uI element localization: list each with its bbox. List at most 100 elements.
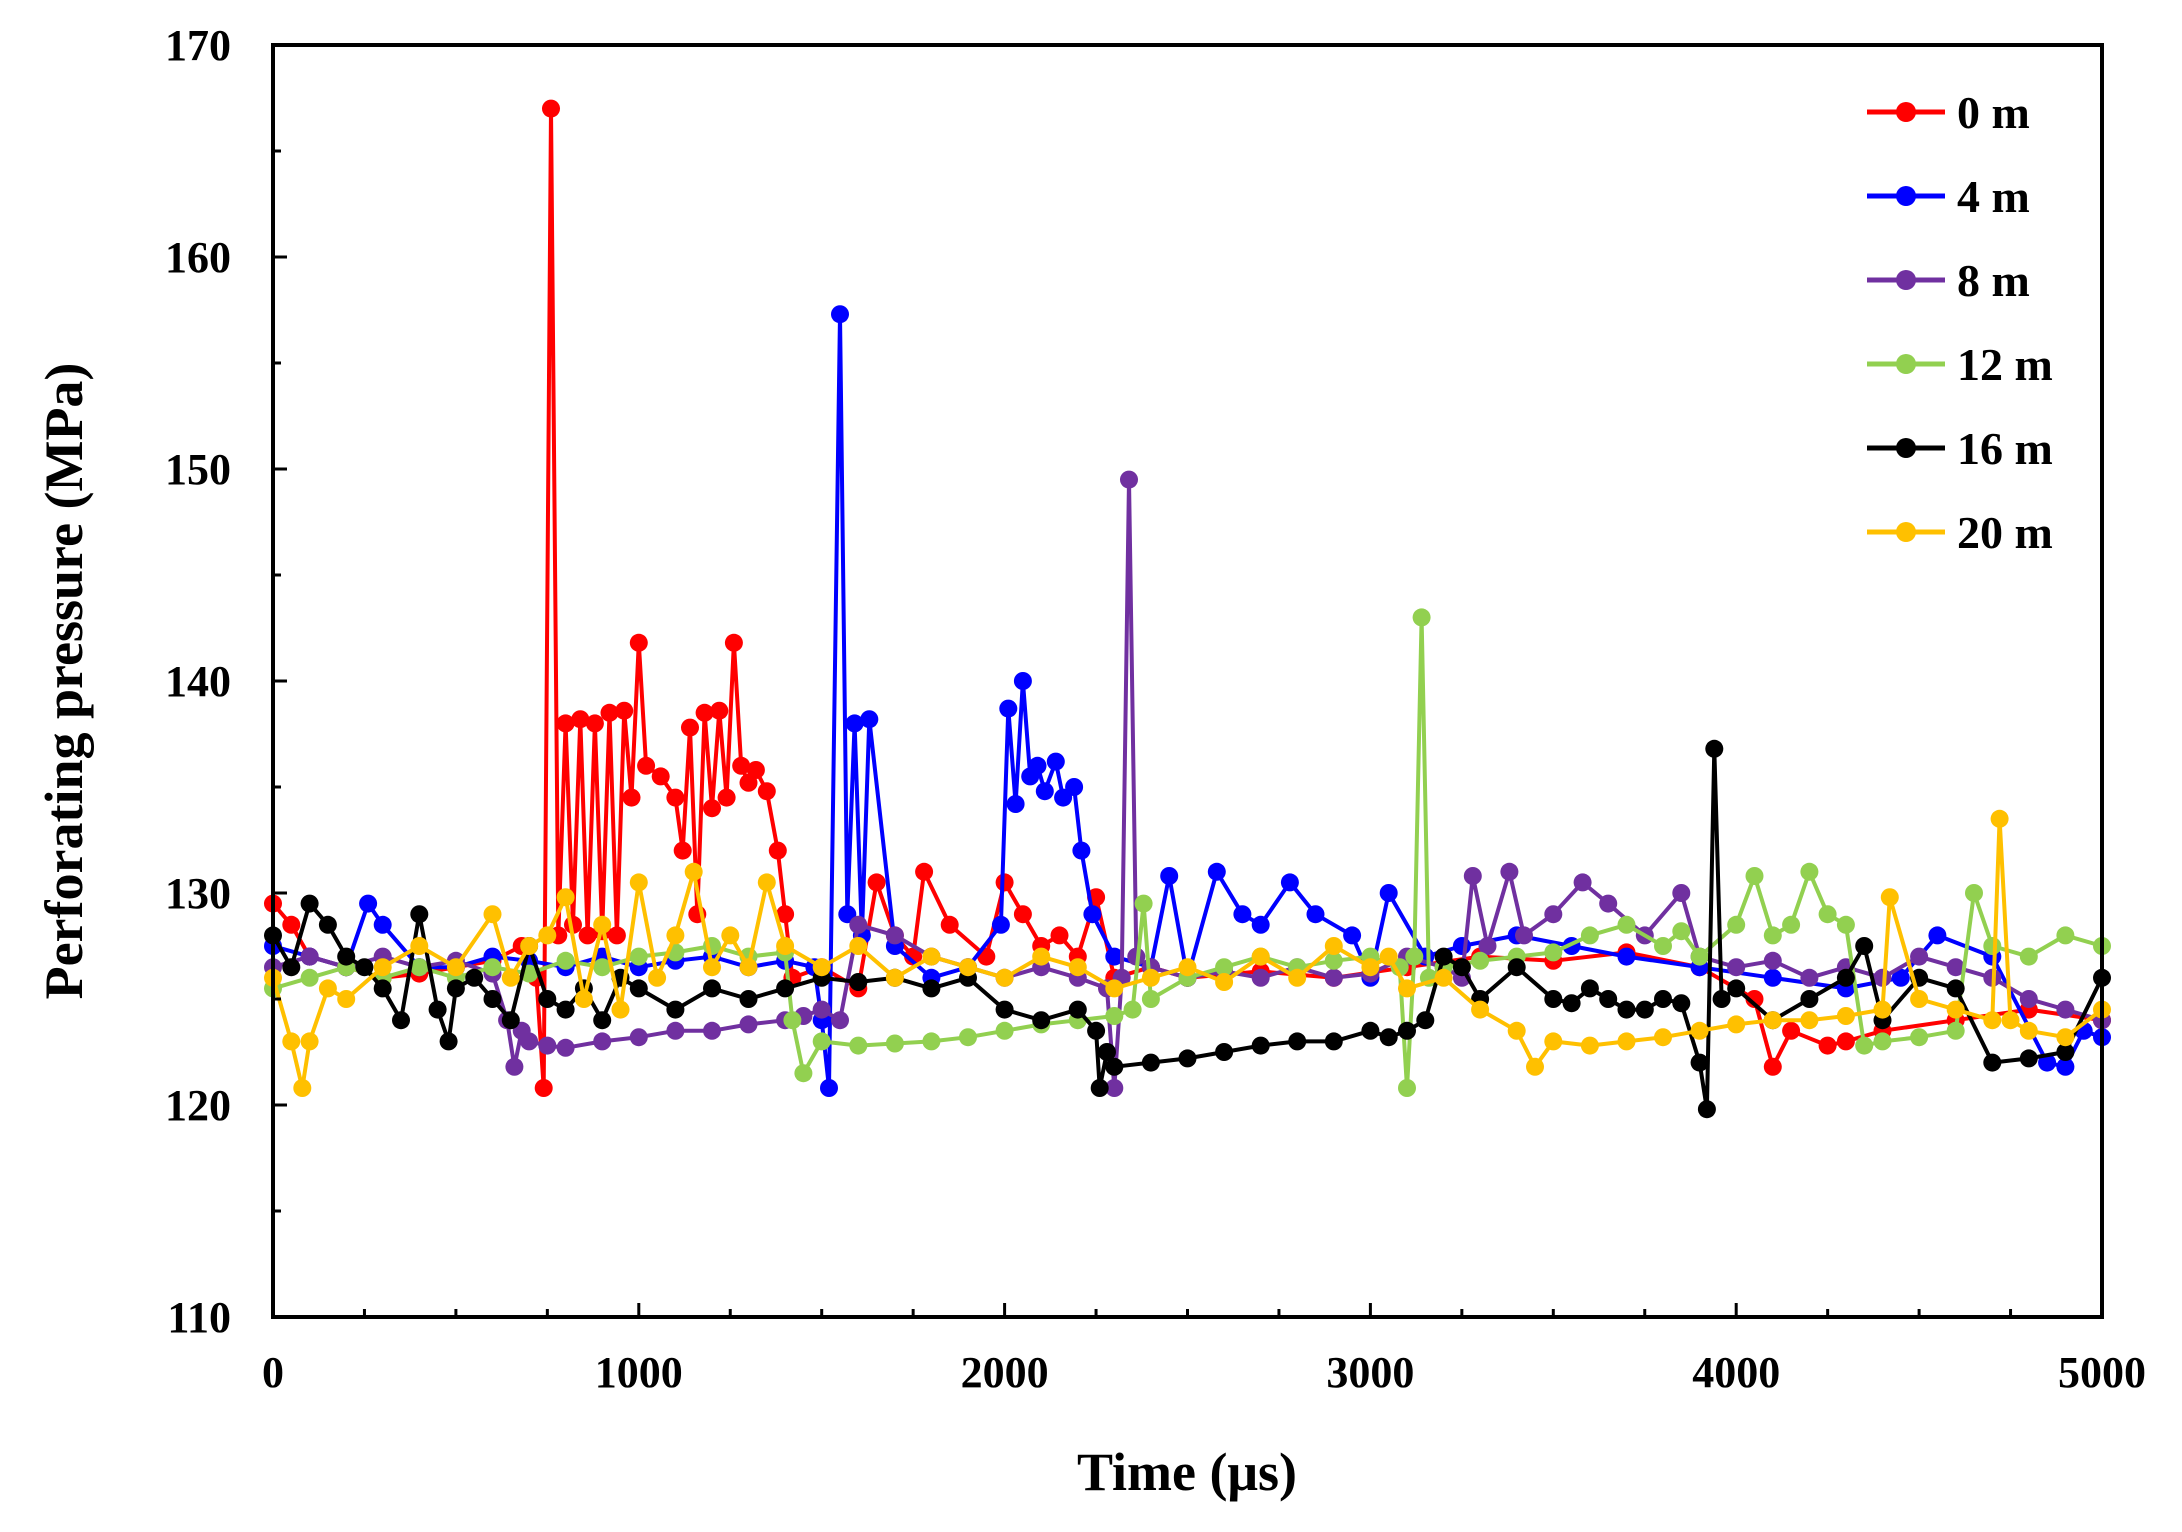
data-point [849, 1036, 868, 1055]
y-tick-label: 120 [165, 1081, 231, 1130]
data-point [1215, 973, 1234, 991]
data-point [410, 905, 429, 924]
data-point [1800, 968, 1819, 987]
x-axis-title: Time (μs) [1077, 1442, 1297, 1502]
data-point [812, 1000, 831, 1019]
data-point [1928, 926, 1947, 945]
data-point [1105, 947, 1124, 966]
data-point [681, 718, 699, 737]
y-tick-label: 150 [165, 445, 231, 494]
data-point [849, 915, 868, 934]
data-point [2019, 1049, 2038, 1068]
data-point [1452, 958, 1471, 977]
data-point [724, 633, 743, 652]
data-point [959, 958, 977, 977]
data-point [1855, 937, 1874, 955]
data-point [1068, 1000, 1087, 1019]
data-point [717, 788, 736, 807]
data-point [757, 782, 776, 801]
data-point [483, 990, 502, 1008]
data-point [1361, 958, 1380, 977]
data-point [721, 926, 740, 945]
data-point [1990, 809, 2009, 828]
data-point [1855, 1036, 1874, 1055]
data-point [783, 1011, 802, 1030]
data-point [300, 1032, 319, 1051]
data-point [1013, 672, 1032, 690]
data-point [1398, 1021, 1416, 1040]
legend-swatch-marker [1896, 102, 1916, 122]
data-point [1083, 905, 1102, 924]
data-point [1544, 990, 1563, 1008]
data-point [593, 1011, 612, 1030]
data-point [1324, 968, 1343, 987]
data-point [776, 979, 795, 998]
data-point [1280, 873, 1299, 892]
data-point [520, 937, 539, 955]
data-point [1288, 1032, 1307, 1051]
data-point [812, 1032, 831, 1051]
data-point [1983, 1053, 2002, 1072]
data-point [637, 756, 656, 775]
data-point [571, 710, 590, 729]
data-point [501, 968, 520, 987]
data-point [1946, 1000, 1965, 1019]
data-point [2056, 1000, 2075, 1019]
data-point [648, 968, 667, 987]
data-point [959, 1028, 977, 1047]
data-point [1507, 1021, 1526, 1040]
data-point [1233, 905, 1252, 924]
data-point [1098, 1043, 1116, 1061]
data-point [1672, 922, 1691, 941]
legend-swatch-marker [1896, 354, 1916, 374]
data-point [1412, 608, 1431, 627]
data-point [1697, 1100, 1716, 1119]
data-point [831, 305, 849, 324]
data-point [465, 968, 484, 987]
legend-item: 8 m [1867, 255, 2030, 306]
data-point [318, 915, 337, 934]
data-point [1105, 1057, 1124, 1076]
series-20m [264, 809, 2111, 1097]
data-point [1946, 1021, 1965, 1040]
data-point [845, 714, 864, 733]
data-point [1836, 1032, 1855, 1051]
data-point [794, 1064, 813, 1083]
x-tick-label: 5000 [2058, 1348, 2146, 1397]
data-point [300, 968, 319, 987]
data-point [1580, 1036, 1599, 1055]
data-point [1672, 884, 1691, 902]
data-point [446, 979, 465, 998]
data-point [611, 1000, 630, 1019]
data-point [995, 1021, 1014, 1040]
data-point [1120, 470, 1138, 489]
data-point [922, 979, 941, 998]
data-point [1580, 926, 1599, 945]
data-point [651, 767, 670, 786]
data-point [556, 888, 575, 907]
data-point [831, 1011, 849, 1030]
data-point [1727, 915, 1746, 934]
data-point [710, 701, 729, 720]
legend-label: 12 m [1957, 339, 2053, 390]
data-point [1416, 1011, 1435, 1030]
data-point [1405, 947, 1424, 966]
y-tick-label: 130 [165, 869, 231, 918]
data-point [849, 937, 868, 955]
data-point [542, 99, 560, 118]
data-point [2038, 1053, 2057, 1072]
data-point [1818, 905, 1837, 924]
y-tick-label: 140 [165, 657, 231, 706]
data-point [849, 973, 868, 991]
data-point [812, 958, 831, 977]
data-point [2056, 1028, 2075, 1047]
data-point [556, 1000, 575, 1019]
data-point [446, 958, 465, 977]
data-point [820, 1079, 838, 1097]
x-tick-label: 4000 [1692, 1348, 1780, 1397]
data-point [1050, 926, 1069, 945]
data-point [593, 958, 612, 977]
data-point [439, 1032, 458, 1051]
data-point [1035, 782, 1054, 801]
